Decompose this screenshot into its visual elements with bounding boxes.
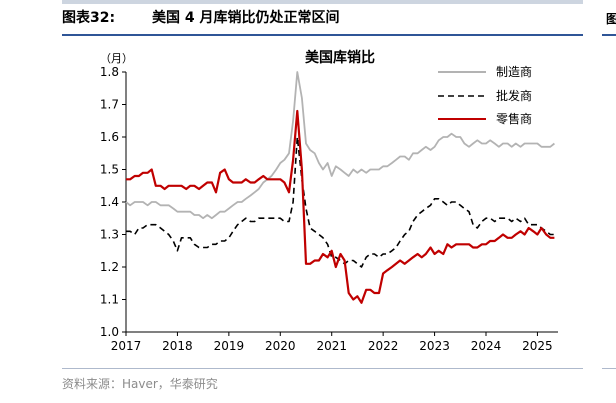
y-axis-unit-label: （月） xyxy=(100,52,133,65)
x-tick-label: 2020 xyxy=(265,339,296,353)
legend-label-wholesale: 批发商 xyxy=(496,88,532,103)
x-tick-label: 2022 xyxy=(368,339,399,353)
y-tick-label: 1.0 xyxy=(100,325,119,339)
series-line-wholesale xyxy=(126,136,555,268)
series-layer xyxy=(125,71,555,304)
series-line-retail xyxy=(126,109,555,304)
y-tick-label: 1.5 xyxy=(100,163,119,177)
x-tick-label: 2019 xyxy=(214,339,245,353)
y-tick-label: 1.8 xyxy=(100,65,119,79)
y-tick-label: 1.1 xyxy=(100,293,119,307)
x-tick-label: 2021 xyxy=(316,339,347,353)
y-tick-label: 1.6 xyxy=(100,130,119,144)
y-tick-label: 1.4 xyxy=(100,195,119,209)
next-figure-fragment: 图 xyxy=(606,12,616,26)
x-tick-label: 2023 xyxy=(419,339,450,353)
next-figure-footer-rule xyxy=(602,368,616,369)
y-tick-label: 1.7 xyxy=(100,98,119,112)
figure-title: 美国 4 月库销比仍处正常区间 xyxy=(152,10,340,26)
axes: 1.0 1.1 1.2 1.3 1.4 1.5 1.6 1.7 1.8 2017 2018 2019 2… xyxy=(100,65,558,353)
footer: 资料来源：Haver，华泰研究 xyxy=(62,368,583,391)
legend-label-manufacturing: 制造商 xyxy=(496,64,532,79)
next-figure-header: 图 xyxy=(602,8,616,36)
y-tick-label: 1.2 xyxy=(100,260,119,274)
legend-label-retail: 零售商 xyxy=(496,111,532,126)
x-tick-label: 2018 xyxy=(162,339,193,353)
series-line-manufacturing xyxy=(125,71,555,220)
top-rule xyxy=(62,0,583,4)
figure-label: 图表32: xyxy=(62,10,116,26)
figure-header: 图表32: 美国 4 月库销比仍处正常区间 xyxy=(62,8,583,36)
chart-title: 美国库销比 xyxy=(305,49,375,66)
x-tick-label: 2025 xyxy=(522,339,553,353)
source-note: 资料来源：Haver，华泰研究 xyxy=(62,377,218,391)
y-tick-label: 1.3 xyxy=(100,228,119,242)
x-tick-label: 2017 xyxy=(111,339,142,353)
x-tick-label: 2024 xyxy=(471,339,502,353)
